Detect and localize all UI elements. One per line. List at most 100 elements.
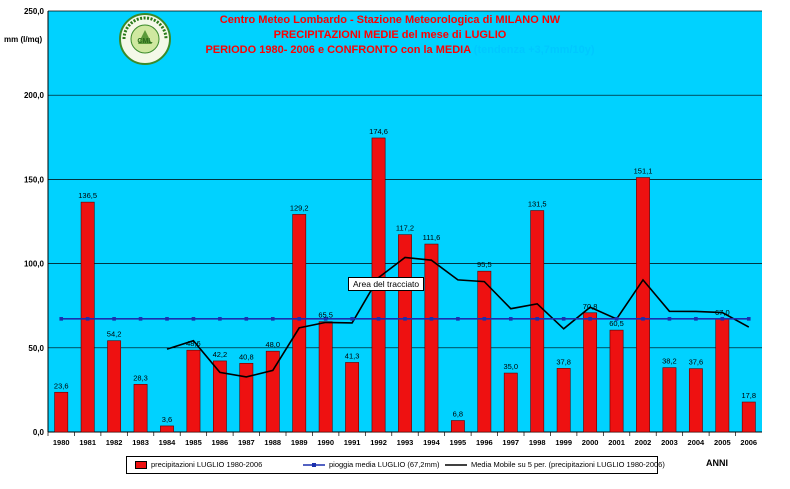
x-tick-label: 1990 bbox=[317, 438, 334, 447]
legend-swatch-moving bbox=[445, 464, 467, 466]
bar bbox=[503, 372, 518, 433]
x-tick-label: 2004 bbox=[688, 438, 706, 447]
bar bbox=[556, 368, 571, 433]
chart-legend: precipitazioni LUGLIO 1980-2006 pioggia … bbox=[126, 456, 665, 474]
data-label: 48,0 bbox=[265, 340, 280, 349]
data-label: 37,6 bbox=[689, 358, 704, 367]
mean-marker bbox=[138, 317, 143, 321]
chart-title-line2: PRECIPITAZIONI MEDIE del mese di LUGLIO bbox=[273, 29, 507, 41]
data-label: 131,5 bbox=[528, 200, 547, 209]
mean-marker bbox=[614, 317, 619, 321]
mean-marker bbox=[270, 317, 275, 321]
mean-marker bbox=[112, 317, 116, 321]
mean-marker bbox=[376, 317, 381, 321]
bar bbox=[398, 234, 412, 433]
mean-marker bbox=[218, 317, 222, 321]
chart-title-line1: Centro Meteo Lombardo - Stazione Meteoro… bbox=[219, 14, 561, 26]
bar bbox=[160, 425, 174, 433]
mean-marker bbox=[720, 317, 725, 321]
x-tick-label: 1987 bbox=[238, 438, 255, 447]
data-label: 151,1 bbox=[634, 167, 653, 176]
bar bbox=[741, 401, 756, 433]
x-tick-label: 1983 bbox=[132, 438, 149, 447]
y-tick-label: 150,0 bbox=[24, 175, 45, 184]
mean-marker bbox=[323, 317, 328, 321]
moving-average-line bbox=[166, 256, 750, 378]
bar bbox=[345, 362, 360, 433]
data-label: 70,8 bbox=[583, 302, 598, 311]
mean-marker bbox=[456, 317, 460, 321]
chart-title-period: PERIODO 1980- 2006 e CONFRONTO con la ME… bbox=[205, 44, 471, 56]
mean-marker bbox=[297, 317, 302, 321]
mean-marker bbox=[588, 317, 592, 321]
x-tick-label: 1997 bbox=[502, 438, 519, 447]
x-tick-label: 1980 bbox=[53, 438, 70, 447]
x-tick-label: 2002 bbox=[635, 438, 652, 447]
data-label: 3,6 bbox=[162, 415, 172, 424]
bar bbox=[186, 349, 201, 433]
bar bbox=[107, 340, 122, 433]
mean-marker bbox=[535, 317, 540, 321]
data-label: 40,8 bbox=[239, 352, 254, 361]
data-label: 117,2 bbox=[396, 224, 414, 233]
mean-marker bbox=[191, 317, 196, 321]
x-tick-label: 1998 bbox=[529, 438, 546, 447]
data-label: 174,6 bbox=[369, 127, 388, 136]
chart-title-trend: (tendenza +3,7mm/10y) bbox=[473, 44, 595, 56]
data-label: 65,5 bbox=[318, 311, 333, 320]
bar bbox=[530, 210, 545, 433]
data-label: 60,5 bbox=[609, 319, 624, 328]
y-tick-label: 50,0 bbox=[28, 344, 44, 353]
data-label: 17,8 bbox=[741, 391, 756, 400]
svg-text:CML: CML bbox=[137, 38, 153, 45]
chart-title-line3: PERIODO 1980- 2006 e CONFRONTO con la ME… bbox=[160, 44, 640, 56]
x-tick-label: 2006 bbox=[740, 438, 757, 447]
y-tick-label: 100,0 bbox=[24, 260, 45, 269]
x-tick-label: 1994 bbox=[423, 438, 441, 447]
mean-marker bbox=[482, 317, 487, 321]
bar bbox=[212, 360, 227, 433]
mean-marker bbox=[85, 317, 90, 321]
x-tick-label: 1991 bbox=[344, 438, 361, 447]
bar bbox=[636, 177, 650, 433]
data-label: 95,5 bbox=[477, 260, 492, 269]
mean-marker bbox=[667, 317, 672, 321]
data-label: 129,2 bbox=[290, 203, 309, 212]
data-label: 37,8 bbox=[556, 357, 571, 366]
plot-area-tooltip: Area del tracciato bbox=[348, 277, 425, 291]
bar bbox=[609, 329, 624, 433]
mean-marker bbox=[244, 317, 249, 321]
x-tick-label: 1984 bbox=[159, 438, 177, 447]
x-tick-label: 1996 bbox=[476, 438, 493, 447]
mean-marker bbox=[403, 317, 407, 321]
mean-marker bbox=[429, 317, 434, 321]
y-tick-label: 250,0 bbox=[24, 7, 45, 16]
mean-marker bbox=[350, 317, 354, 321]
legend-label: Media Mobile su 5 per. (precipitazioni L… bbox=[471, 460, 665, 469]
y-tick-label: 200,0 bbox=[24, 91, 45, 100]
mean-marker bbox=[746, 317, 751, 321]
data-label: 136,5 bbox=[78, 191, 97, 200]
bar bbox=[477, 270, 492, 433]
bar bbox=[424, 243, 439, 433]
y-axis-label: mm (l/mq) bbox=[4, 35, 43, 44]
y-tick-label: 0,0 bbox=[33, 428, 45, 437]
data-label: 41,3 bbox=[345, 351, 360, 360]
data-label: 28,3 bbox=[133, 373, 148, 382]
bar bbox=[662, 367, 677, 433]
x-tick-label: 1985 bbox=[185, 438, 202, 447]
bar bbox=[715, 318, 730, 433]
data-label: 35,0 bbox=[503, 362, 518, 371]
bar bbox=[688, 368, 703, 433]
x-tick-label: 1989 bbox=[291, 438, 308, 447]
bar bbox=[239, 362, 254, 433]
bar bbox=[54, 391, 69, 433]
legend-item-moving-average: Media Mobile su 5 per. (precipitazioni L… bbox=[445, 460, 665, 469]
legend-item-mean: pioggia media LUGLIO (67,2mm) bbox=[303, 460, 439, 469]
legend-swatch-mean bbox=[303, 463, 325, 468]
x-tick-label: 2003 bbox=[661, 438, 678, 447]
x-tick-label: 1981 bbox=[79, 438, 96, 447]
bar bbox=[450, 420, 465, 433]
